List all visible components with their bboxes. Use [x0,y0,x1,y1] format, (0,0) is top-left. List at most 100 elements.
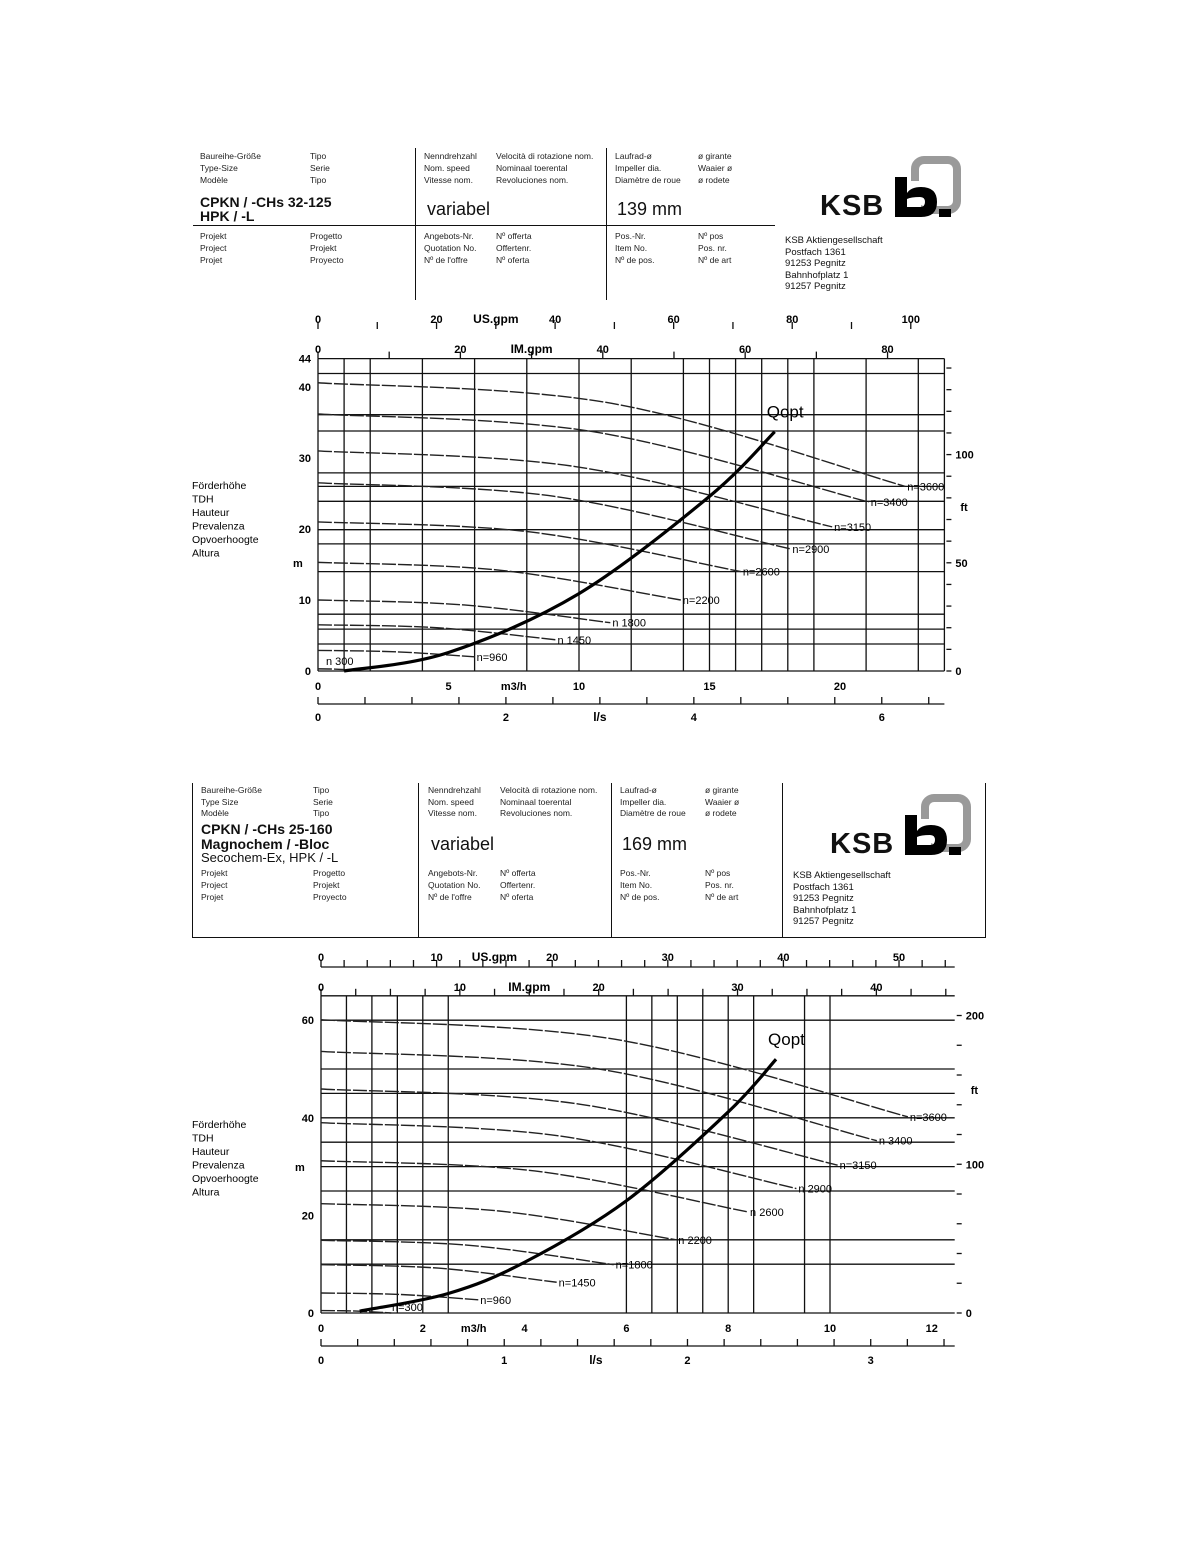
divider-line [782,783,783,938]
lps-tick-label: 6 [879,712,885,724]
field-label: Laufrad-ø [615,151,652,161]
im_gpm-tick-label: 0 [318,982,324,994]
impeller-diameter-value: 169 mm [622,834,688,854]
curve-label: n=3400 [871,497,908,509]
y-unit-label: m [295,1162,305,1174]
speed-curve-1800 [320,1239,614,1266]
field-label: Offertenr. [500,880,536,890]
y-axis-title: Förderhöhe [192,1119,246,1131]
curve-label: n=3600 [910,1112,947,1124]
lps-tick-label: 3 [868,1355,874,1367]
field-label: Nº de art [705,892,739,902]
field-label: Impeller dia. [620,796,667,807]
im_gpm-tick-label: 20 [454,344,466,356]
field-label: Pos. nr. [705,880,734,890]
field-label: Nº de art [698,255,732,265]
field-label: Type-Size [200,163,238,173]
x-tick-label: 20 [834,681,846,693]
curve-label: n=960 [480,1295,511,1307]
field-label: Progetto [313,868,346,878]
curve-label: n 2200 [678,1235,712,1247]
im_gpm-tick-label: 0 [315,344,321,356]
company-address: 91253 Pegnitz [785,258,846,269]
field-label: Velocità di rotazione nom. [500,785,598,795]
ft-tick-label: 200 [966,1011,984,1023]
divider-line [606,148,607,300]
speed-curve-2600 [320,1160,749,1213]
field-label: Angebots-Nr. [424,231,474,241]
field-label: Diamètre de roue [615,175,681,185]
us_gpm-tick-label: 0 [318,952,324,964]
nominal-speed-value: variabel [427,199,491,219]
field-label: Nº oferta [500,892,534,902]
us_gpm-tick-label: 30 [662,952,674,964]
logo-text: KSB [830,828,895,860]
im_gpm-tick-label: 30 [731,982,743,994]
field-label: Nom. speed [428,796,474,807]
ft-tick-label: 100 [955,450,973,462]
impeller-diameter-value: 139 mm [617,199,683,219]
speed-curve-1450 [320,1263,557,1283]
ft-unit-label: ft [971,1085,979,1097]
company-address: KSB Aktiengesellschaft [785,235,883,246]
ksb-logo-icon [905,794,971,855]
field-label: Pos.-Nr. [615,231,646,241]
field-label: Nº de pos. [620,892,660,902]
speed-curve-3150 [317,450,833,528]
curve-label: n=2600 [743,567,780,579]
x-tick-label: 4 [522,1323,529,1335]
field-label: Proyecto [310,255,344,265]
im_gpm-tick-label: 40 [597,344,609,356]
speed-curve-3400 [317,413,869,503]
y-axis-title: Förderhöhe [192,480,246,492]
speed-curve-3600 [320,1019,909,1118]
curve-label: n 2600 [750,1207,784,1219]
divider-line [611,783,612,938]
us_gpm-tick-label: 80 [786,314,798,326]
speed-curve-960 [320,1292,479,1301]
field-label: Baureihe-Größe [200,151,261,161]
curve-label: n=1800 [616,1260,653,1272]
field-label: Vitesse nom. [424,175,473,185]
y-axis-title: Hauteur [192,507,230,519]
company-address: Postfach 1361 [793,881,854,893]
qopt-label: Qopt [767,403,804,422]
field-label: Nº de l'offre [424,255,468,265]
lps-tick-label: 2 [503,712,509,724]
lps-tick-label: 2 [684,1355,690,1367]
y-axis-title: Prevalenza [192,521,245,533]
curve-label: n=2200 [683,595,720,607]
field-label: ø girante [705,785,739,795]
field-label: Nº offerta [496,231,532,241]
y-tick-label: 0 [305,666,311,678]
curve-label: n 1450 [558,635,592,647]
field-label: Proyecto [313,892,347,902]
curve-label: n=3150 [834,522,871,534]
company-address: 91257 Pegnitz [793,916,854,927]
ft-unit-label: ft [960,502,968,514]
us_gpm-unit-label: US.gpm [473,312,518,326]
x-unit-label: m3/h [461,1323,487,1335]
logo-text: KSB [820,190,885,222]
field-label: ø girante [698,151,732,161]
im_gpm-unit-label: IM.gpm [511,342,553,356]
ksb-logo-icon [895,156,961,217]
curve-label: n=1450 [559,1277,596,1289]
field-label: Nº pos [705,868,731,878]
field-label: Projekt [313,880,340,890]
lps-tick-label: 0 [315,712,321,724]
field-label: Projet [200,255,223,265]
field-label: Serie [313,796,333,807]
y-axis-title: TDH [192,494,214,506]
y-axis-title: Opvoerhoogte [192,1173,259,1185]
speed-curve-960 [317,649,475,658]
field-label: Nominaal toerental [500,796,572,807]
us_gpm-tick-label: 100 [902,314,920,326]
field-label: Waaier ø [698,163,733,173]
divider-line [192,783,193,938]
y-tick-label: 20 [299,524,311,536]
company-address: KSB Aktiengesellschaft [793,870,891,881]
field-label: Revoluciones nom. [496,175,569,185]
y-tick-label: 60 [302,1015,314,1027]
field-label: Nº oferta [496,255,530,265]
